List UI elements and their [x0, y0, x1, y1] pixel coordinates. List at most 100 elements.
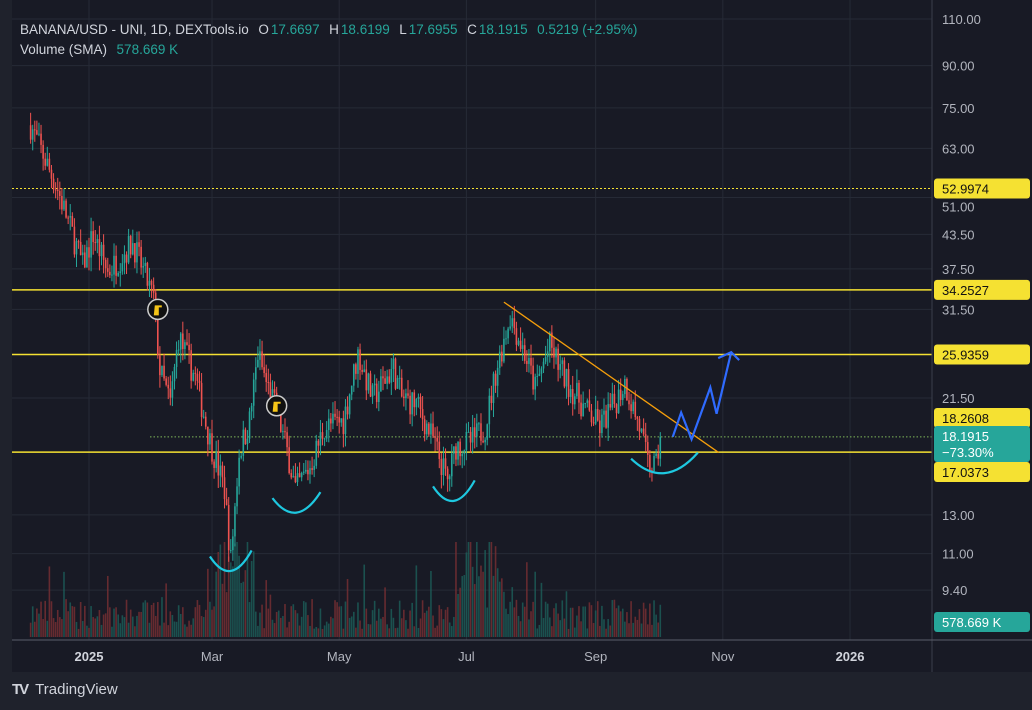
volume-bar [624, 621, 626, 637]
horizontal-levels[interactable] [12, 188, 932, 453]
volume-label[interactable]: Volume (SMA) [20, 42, 108, 57]
arrowhead-icon[interactable] [717, 350, 740, 361]
candle-body [67, 217, 69, 219]
symbol-title[interactable]: BANANA/USD - UNI, 1D, DEXTools.io [20, 22, 249, 37]
volume-bar [601, 605, 603, 637]
volume-bar [551, 626, 553, 637]
candle-body [463, 450, 466, 454]
volume-bar [638, 609, 641, 637]
candle-body [528, 358, 530, 364]
volume-bar [371, 610, 374, 637]
volume-bar [363, 564, 366, 637]
candle-body [340, 418, 343, 423]
candle-body [109, 271, 111, 276]
candle-body [209, 433, 211, 445]
candle-body [428, 423, 430, 435]
candle-body [319, 432, 322, 446]
bottom-arc[interactable] [432, 479, 476, 503]
candle-body [167, 384, 170, 389]
price-axis[interactable]: 110.00 90.00 75.00 63.00 51.00 43.50 37.50 31.5… [942, 12, 981, 598]
volume-bar [646, 624, 649, 637]
volume-bar [484, 550, 486, 637]
volume-bar [123, 617, 126, 637]
volume-bar [421, 600, 424, 637]
volume-bar [44, 600, 47, 637]
volume-bar [538, 624, 541, 637]
volume-bar [102, 614, 105, 637]
volume-bar [75, 621, 78, 637]
high-label: H [329, 22, 339, 37]
volume-bar [440, 609, 443, 637]
candle-body [382, 376, 384, 379]
volume-bar [415, 565, 418, 637]
volume-bar [394, 628, 397, 637]
volume-bar [603, 619, 605, 637]
volume-bar [71, 606, 74, 637]
ohlc-row: BANANA/USD - UNI, 1D, DEXTools.io O 17.66… [20, 22, 639, 42]
volume-bar [628, 623, 630, 637]
tradingview-logo[interactable]: TV TradingView [12, 681, 118, 698]
volume-bar [636, 619, 639, 637]
bottom-arc[interactable] [630, 451, 699, 475]
volume-bar [417, 627, 420, 637]
volume-bar [213, 606, 215, 637]
volume-bar [227, 556, 230, 637]
candle-body [192, 372, 195, 381]
volume-bar [117, 614, 119, 637]
candle-body [501, 351, 503, 362]
volume-bar [184, 624, 186, 637]
volume-bar [448, 622, 451, 637]
candle-body [29, 125, 32, 140]
volume-bar [240, 582, 243, 637]
volume-bar [640, 623, 643, 637]
volume-bar [592, 623, 595, 637]
volume-bar [77, 628, 80, 637]
candle-body [357, 349, 359, 374]
candle-body [40, 133, 42, 145]
candle-body [232, 536, 234, 551]
y-tick-label: 9.40 [942, 583, 967, 598]
candle-body [311, 468, 313, 470]
candle-body [54, 189, 57, 191]
candle-body [438, 441, 441, 459]
volume-bar [509, 601, 511, 637]
candle-body [79, 241, 82, 256]
volume-row: Volume (SMA) 578.669 K [20, 42, 639, 62]
candle-body [632, 401, 634, 412]
candle-body [605, 410, 607, 428]
candle-body [204, 416, 207, 427]
volume-bar [494, 546, 497, 637]
volume-bar [140, 611, 142, 637]
trendline[interactable] [503, 301, 720, 454]
candle-body [453, 446, 455, 454]
volume-bar [382, 616, 384, 637]
volume-bar [467, 542, 470, 637]
projection-arrow[interactable] [671, 351, 733, 443]
candle-body [619, 389, 622, 400]
candle-body [521, 345, 524, 349]
drawings[interactable] [147, 298, 740, 573]
volume-bar [61, 619, 63, 637]
candle-body [211, 433, 213, 462]
candle-body [236, 486, 238, 507]
candle-body [594, 409, 597, 424]
x-tick-label: Sep [584, 649, 607, 664]
bottom-arc[interactable] [271, 491, 322, 514]
candle-body [81, 252, 84, 256]
volume-bar [167, 625, 170, 637]
candle-body [240, 455, 243, 458]
volume-bar [290, 606, 293, 637]
bottom-arc[interactable] [209, 549, 253, 573]
low-label: L [399, 22, 407, 37]
volume-bar [590, 605, 593, 637]
candle-body [526, 360, 528, 364]
time-axis[interactable]: 2025 Mar May Jul Sep Nov 2026 [75, 649, 865, 664]
volume-bar [340, 606, 343, 637]
candle-body [434, 436, 436, 438]
volume-bar [192, 618, 195, 637]
candle-body [373, 383, 376, 386]
open-label: O [258, 22, 269, 37]
candle-body [184, 342, 186, 349]
volume-bar [327, 623, 330, 637]
